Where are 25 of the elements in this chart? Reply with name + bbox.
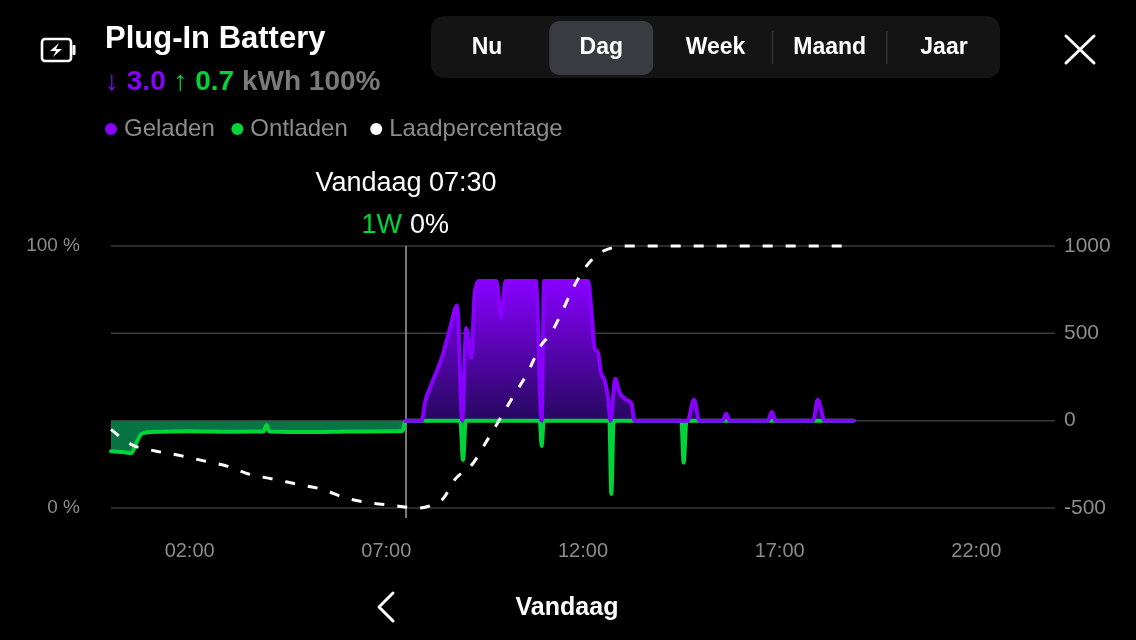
y2-tick-label: 1000 — [1064, 232, 1111, 256]
text: Vandaag — [515, 591, 619, 620]
y2-tick-label: -500 — [1064, 494, 1107, 518]
text: 0% — [410, 209, 450, 240]
y-tick-label: 100 % — [26, 234, 81, 256]
y2-tick-label: 0 — [1064, 407, 1076, 431]
x-tick-label: 07:00 — [361, 539, 412, 562]
legend-label: Laadpercentage — [389, 114, 563, 142]
chart-subtitle: ↓ 3.0 ↑ 0.7 kWh 100% — [105, 65, 381, 96]
text: Jaar — [920, 33, 968, 60]
x-tick-label: 12:00 — [557, 539, 609, 562]
chart-title: Plug-In Battery — [105, 20, 327, 55]
x-tick-label: 02:00 — [164, 539, 215, 562]
x-tick-label: 22:00 — [951, 539, 1002, 562]
text: 1W — [361, 209, 403, 240]
ref-line-label: Vandaag 07:30 — [315, 167, 497, 198]
text: Maand — [793, 33, 867, 60]
y-tick-label: 0 % — [47, 496, 81, 518]
legend-label: Geladen — [124, 114, 215, 142]
x-tick-label: 17:00 — [754, 539, 805, 562]
text: Week — [685, 33, 746, 60]
legend-label: Ontladen — [250, 114, 348, 142]
text: Nu — [471, 33, 503, 60]
y2-tick-label: 500 — [1064, 319, 1100, 343]
text: Dag — [579, 33, 623, 60]
